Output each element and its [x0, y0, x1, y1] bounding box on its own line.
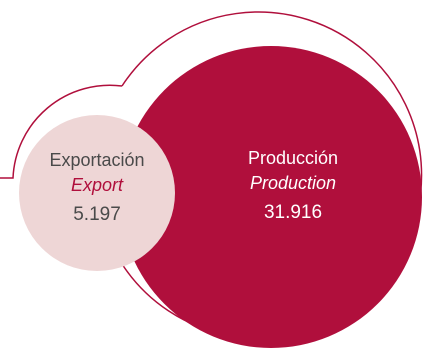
export-label: Exportación	[49, 150, 145, 170]
export-sublabel: Export	[70, 175, 124, 195]
production-sublabel: Production	[249, 173, 337, 193]
production-bubble	[120, 46, 422, 348]
production-value: 31.916	[263, 202, 323, 223]
export-value: 5.197	[73, 204, 121, 225]
export-bubble	[19, 115, 175, 271]
production-label: Producción	[247, 148, 339, 168]
export-outline-arc	[0, 84, 123, 179]
